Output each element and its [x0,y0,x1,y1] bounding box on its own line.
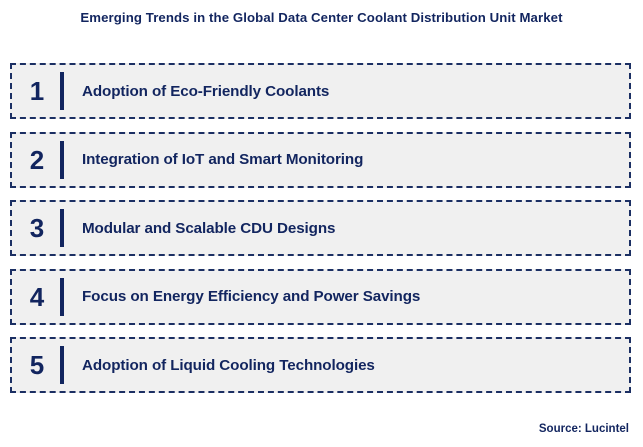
trend-rank-number: 4 [29,281,45,312]
source-attribution: Source: Lucintel [538,423,629,435]
trend-rank-number: 5 [29,350,45,380]
trend-label: Integration of IoT and Smart Monitoring [82,151,364,168]
trend-rank-number: 2 [29,144,45,175]
vertical-divider [60,140,64,179]
page-title: Emerging Trends in the Global Data Cente… [80,10,563,25]
vertical-divider [60,346,64,384]
vertical-divider [60,277,64,316]
list-item[interactable]: 4 Focus on Energy Efficiency and Power S… [10,268,631,325]
list-item[interactable]: 2 Integration of IoT and Smart Monitorin… [10,131,631,188]
trend-label: Focus on Energy Efficiency and Power Sav… [82,288,421,305]
list-item[interactable]: 3 Modular and Scalable CDU Designs [10,200,631,256]
trend-label: Modular and Scalable CDU Designs [82,219,336,237]
trend-label: Adoption of Liquid Cooling Technologies [82,356,375,374]
list-item[interactable]: 5 Adoption of Liquid Cooling Technologie… [10,337,631,393]
vertical-divider [60,72,64,110]
trend-list: 1 Adoption of Eco-Friendly Coolants 2 In… [10,63,631,393]
trend-rank-number: 3 [29,213,45,243]
vertical-divider [60,209,64,247]
list-item[interactable]: 1 Adoption of Eco-Friendly Coolants [10,63,631,119]
trend-rank-number: 1 [29,76,45,106]
trend-label: Adoption of Eco-Friendly Coolants [82,82,330,100]
